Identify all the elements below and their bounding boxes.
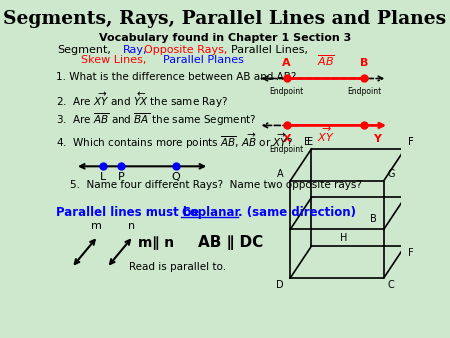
Text: AB ∥ DC: AB ∥ DC — [198, 235, 263, 250]
Text: 4.  Which contains more points $\overline{AB}$, $\overrightarrow{AB}$ or $\overr: 4. Which contains more points $\overline… — [56, 132, 292, 151]
Text: Y: Y — [373, 134, 381, 144]
Text: B: B — [360, 58, 369, 68]
Text: 2.  Are $\overrightarrow{XY}$ and $\overleftarrow{YX}$ the same Ray?: 2. Are $\overrightarrow{XY}$ and $\overl… — [56, 91, 228, 111]
Text: F: F — [409, 137, 414, 147]
Text: A: A — [283, 58, 291, 68]
Text: Segments, Rays, Parallel Lines and Planes: Segments, Rays, Parallel Lines and Plane… — [4, 10, 446, 28]
Text: Read is parallel to.: Read is parallel to. — [129, 262, 226, 271]
Text: E: E — [304, 137, 310, 147]
Text: D: D — [276, 280, 284, 290]
Text: Segment,: Segment, — [57, 45, 111, 55]
Text: . (same direction): . (same direction) — [238, 206, 356, 219]
Text: Parallel lines must be: Parallel lines must be — [56, 206, 203, 219]
Text: m∥ n: m∥ n — [138, 236, 174, 250]
Text: E: E — [306, 137, 313, 147]
Text: L: L — [100, 172, 106, 183]
Text: A: A — [277, 169, 284, 179]
Text: Skew Lines,: Skew Lines, — [81, 55, 147, 65]
Text: 3.  Are $\overline{AB}$ and $\overline{BA}$ the same Segment?: 3. Are $\overline{AB}$ and $\overline{BA… — [56, 111, 256, 128]
Text: F: F — [409, 248, 414, 258]
Text: 5.  Name four different Rays?  Name two opposite rays?: 5. Name four different Rays? Name two op… — [70, 180, 362, 190]
Text: m: m — [91, 221, 102, 231]
Text: B: B — [370, 214, 377, 224]
Text: Coplanar: Coplanar — [181, 206, 240, 219]
Text: Parallel Lines,: Parallel Lines, — [230, 45, 308, 55]
Text: 1. What is the difference between AB and AB?: 1. What is the difference between AB and… — [56, 72, 296, 82]
Text: C: C — [387, 280, 394, 290]
Text: X: X — [283, 134, 291, 144]
Text: Parallel Planes: Parallel Planes — [163, 55, 244, 65]
Text: Endpoint: Endpoint — [347, 87, 382, 96]
Text: n: n — [128, 221, 135, 231]
Text: $\overline{AB}$: $\overline{AB}$ — [317, 53, 334, 68]
Text: Endpoint: Endpoint — [270, 87, 304, 96]
Text: Opposite Rays,: Opposite Rays, — [144, 45, 228, 55]
Text: G: G — [387, 169, 395, 179]
Text: $\overrightarrow{XY}$: $\overrightarrow{XY}$ — [317, 125, 334, 144]
Text: H: H — [340, 233, 347, 243]
Text: P: P — [117, 172, 124, 183]
Text: Endpoint: Endpoint — [270, 145, 304, 153]
Text: Vocabulary found in Chapter 1 Section 3: Vocabulary found in Chapter 1 Section 3 — [99, 33, 351, 43]
Text: Ray,: Ray, — [123, 45, 147, 55]
Text: Q: Q — [171, 172, 180, 183]
Text: F: F — [409, 137, 414, 147]
